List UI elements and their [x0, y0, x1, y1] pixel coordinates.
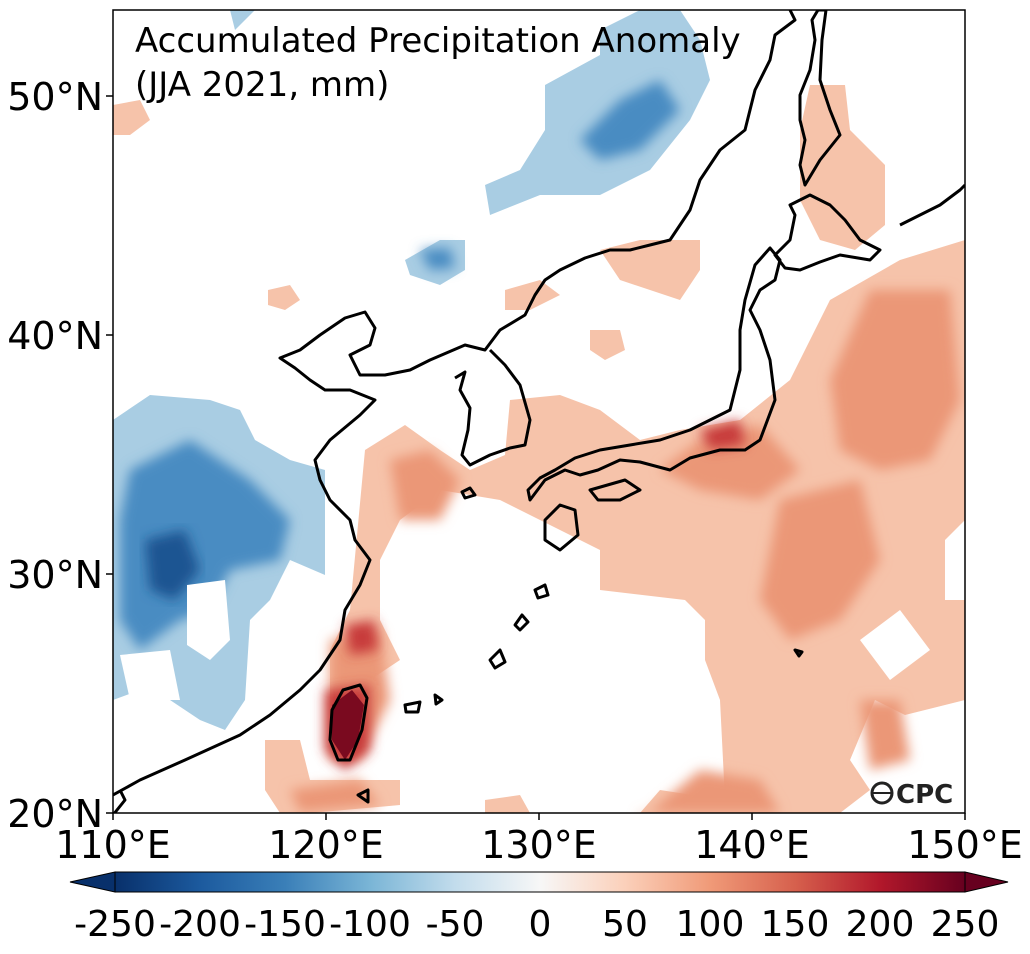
lon-label-150: 150°E [907, 823, 1023, 867]
lon-label-140: 140°E [694, 823, 810, 867]
colorbar-tick-label: 100 [676, 904, 745, 945]
colorbar-tick-label: -150 [244, 904, 326, 945]
logo-text: CPC [896, 780, 953, 810]
positive-anomaly-mid [290, 290, 960, 813]
colorbar-min-arrow [69, 871, 116, 893]
colorbar-gradient [114, 871, 966, 893]
lat-label-40: 40°N [7, 314, 103, 358]
lat-label-30: 30°N [7, 553, 103, 597]
colorbar-tick-label: -250 [74, 904, 156, 945]
coastlines [113, 10, 965, 813]
colorbar-tick-label: 50 [602, 904, 648, 945]
negative-anomaly-strong [145, 530, 200, 600]
colorbar-tick-label: 200 [846, 904, 915, 945]
map-title-line1: Accumulated Precipitation Anomaly [135, 21, 741, 61]
negative-anomaly-mid [120, 80, 680, 650]
no-data-gaps [120, 580, 930, 700]
positive-anomaly-light [113, 85, 965, 813]
colorbar-tick-label: 150 [761, 904, 830, 945]
colorbar-tick-label: 250 [931, 904, 1000, 945]
map-title-line2: (JJA 2021, mm) [135, 65, 389, 105]
colorbar-tick-label: 0 [529, 904, 552, 945]
colorbar-max-arrow [964, 871, 1009, 893]
lon-label-120: 120°E [268, 823, 384, 867]
lon-label-130: 130°E [481, 823, 597, 867]
tick-marks [106, 95, 966, 820]
colorbar-tick-label: -50 [426, 904, 485, 945]
colorbar-tick-label: -100 [329, 904, 411, 945]
anomaly-field [113, 10, 965, 813]
cpc-logo: CPC [870, 780, 953, 810]
lat-label-20: 20°N [7, 792, 103, 836]
colorbar: -250 -200 -150 -100 -50 0 50 100 150 200 250 [69, 871, 1009, 945]
lon-label-110: 110°E [55, 823, 171, 867]
colorbar-tick-label: -200 [159, 904, 241, 945]
lat-label-50: 50°N [7, 75, 103, 119]
